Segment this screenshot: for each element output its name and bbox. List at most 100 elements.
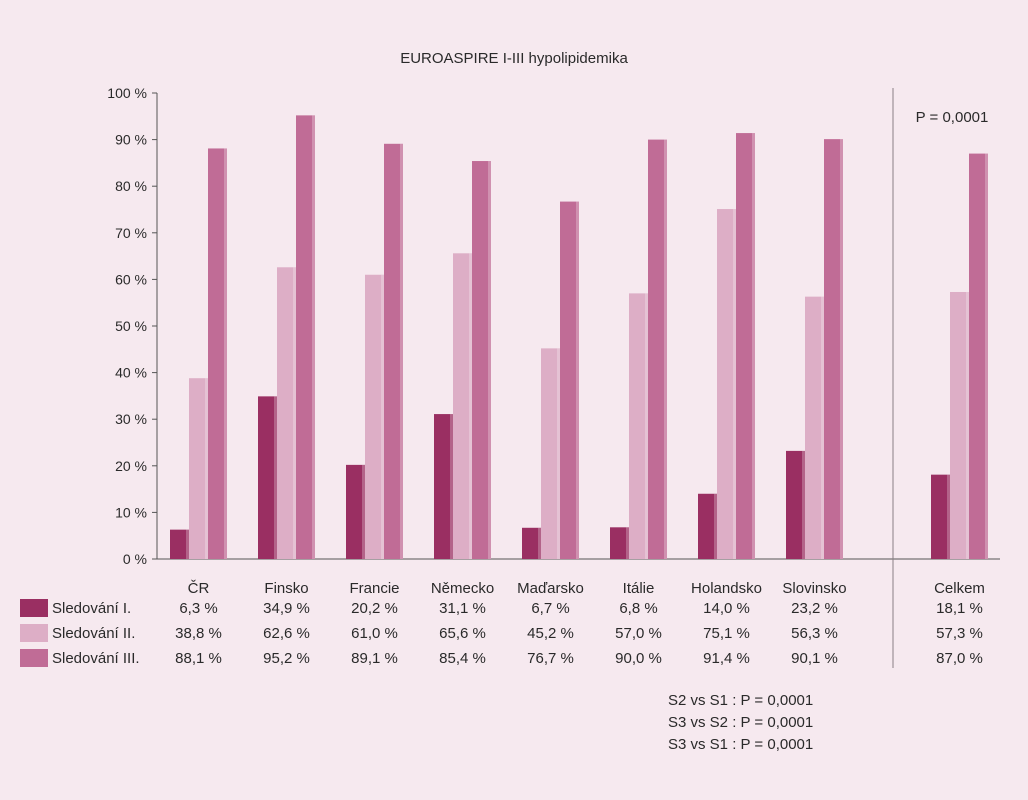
- table-value: 95,2 %: [263, 650, 310, 667]
- table-value: 75,1 %: [703, 625, 750, 642]
- legend-label: Sledování I.: [52, 600, 131, 617]
- bar-highlight: [538, 527, 541, 559]
- bar: [805, 296, 824, 559]
- bar-highlight: [752, 133, 755, 560]
- bar: [931, 474, 950, 559]
- bar-highlight: [224, 148, 227, 560]
- bar: [208, 148, 227, 560]
- table-value: 61,0 %: [351, 625, 398, 642]
- bar-highlight: [400, 143, 403, 559]
- bar-highlight: [840, 139, 843, 559]
- legend-swatch: [20, 599, 48, 617]
- table-value: 14,0 %: [703, 600, 750, 617]
- y-tick-label: 90 %: [115, 132, 147, 148]
- table-value: 57,3 %: [936, 625, 983, 642]
- table-value: 38,8 %: [175, 625, 222, 642]
- data-table: Sledování I. 6,3 % 34,9 % 20,2 % 31,1 % 6,7 %…: [20, 599, 983, 667]
- legend-label: Sledování III.: [52, 650, 140, 667]
- bar: [950, 291, 969, 559]
- comparison-note: S2 vs S1 : P = 0,0001: [668, 692, 813, 709]
- table-value: 31,1 %: [439, 600, 486, 617]
- bar-highlight: [469, 253, 472, 559]
- bar: [522, 527, 541, 559]
- bar: [346, 464, 365, 559]
- table-value: 18,1 %: [936, 600, 983, 617]
- table-value: 20,2 %: [351, 600, 398, 617]
- bar: [698, 493, 717, 559]
- bar: [472, 161, 491, 559]
- table-value: 57,0 %: [615, 625, 662, 642]
- bar-highlight: [985, 153, 988, 559]
- y-tick-label: 100 %: [107, 85, 147, 101]
- x-category-label: Itálie: [623, 580, 655, 597]
- bar-highlight: [947, 474, 950, 559]
- bar-highlight: [557, 348, 560, 559]
- y-tick-label: 10 %: [115, 504, 147, 520]
- bar: [648, 139, 667, 559]
- bar-highlight: [626, 527, 629, 559]
- chart-title: EUROASPIRE I-III hypolipidemika: [400, 50, 628, 67]
- comparison-note: S3 vs S1 : P = 0,0001: [668, 736, 813, 753]
- bar-highlight: [821, 296, 824, 559]
- x-category-label: Celkem: [934, 580, 985, 597]
- bar: [736, 133, 755, 560]
- bar: [189, 378, 208, 559]
- x-category-label: Finsko: [264, 580, 308, 597]
- bar-highlight: [381, 274, 384, 559]
- bar-highlight: [312, 115, 315, 560]
- bar-highlight: [664, 139, 667, 559]
- table-value: 6,3 %: [179, 600, 217, 617]
- x-axis-labels: ČR Finsko Francie Německo Maďarsko Itálie Hola…: [188, 580, 985, 597]
- bar: [277, 267, 296, 559]
- bar-highlight: [802, 450, 805, 559]
- table-value: 6,7 %: [531, 600, 569, 617]
- bar: [629, 293, 648, 559]
- bar: [610, 527, 629, 559]
- table-value: 89,1 %: [351, 650, 398, 667]
- bar-highlight: [274, 396, 277, 559]
- bar-highlight: [733, 209, 736, 559]
- y-tick-label: 40 %: [115, 365, 147, 381]
- legend-swatch: [20, 624, 48, 642]
- bar-highlight: [205, 378, 208, 559]
- y-axis: 0 % 10 % 20 % 30 % 40 % 50 % 60 % 70 % 80 % 90 % 1…: [107, 85, 1000, 567]
- legend-label: Sledování II.: [52, 625, 135, 642]
- y-tick-label: 30 %: [115, 411, 147, 427]
- bar-highlight: [293, 267, 296, 559]
- bar: [717, 209, 736, 559]
- bar-highlight: [966, 291, 969, 559]
- bar-highlight: [450, 414, 453, 559]
- bar-highlight: [714, 493, 717, 559]
- table-value: 87,0 %: [936, 650, 983, 667]
- table-value: 45,2 %: [527, 625, 574, 642]
- table-value: 90,1 %: [791, 650, 838, 667]
- x-category-label: Slovinsko: [782, 580, 846, 597]
- y-tick-label: 0 %: [123, 551, 147, 567]
- bar-highlight: [576, 201, 579, 559]
- x-category-label: Holandsko: [691, 580, 762, 597]
- y-tick-label: 50 %: [115, 318, 147, 334]
- p-value-total: P = 0,0001: [916, 109, 989, 126]
- table-value: 90,0 %: [615, 650, 662, 667]
- table-value: 91,4 %: [703, 650, 750, 667]
- x-category-label: ČR: [188, 580, 210, 597]
- bar: [541, 348, 560, 559]
- table-value: 34,9 %: [263, 600, 310, 617]
- comparison-note: S3 vs S2 : P = 0,0001: [668, 714, 813, 731]
- bar: [170, 529, 189, 559]
- table-value: 62,6 %: [263, 625, 310, 642]
- bar: [969, 153, 988, 559]
- table-value: 6,8 %: [619, 600, 657, 617]
- table-value: 65,6 %: [439, 625, 486, 642]
- bar: [365, 274, 384, 559]
- bar-highlight: [362, 464, 365, 559]
- y-tick-label: 20 %: [115, 458, 147, 474]
- table-value: 56,3 %: [791, 625, 838, 642]
- bar: [434, 414, 453, 559]
- bar: [824, 139, 843, 559]
- bar: [384, 143, 403, 559]
- legend-swatch: [20, 649, 48, 667]
- bar: [453, 253, 472, 559]
- y-tick-label: 80 %: [115, 178, 147, 194]
